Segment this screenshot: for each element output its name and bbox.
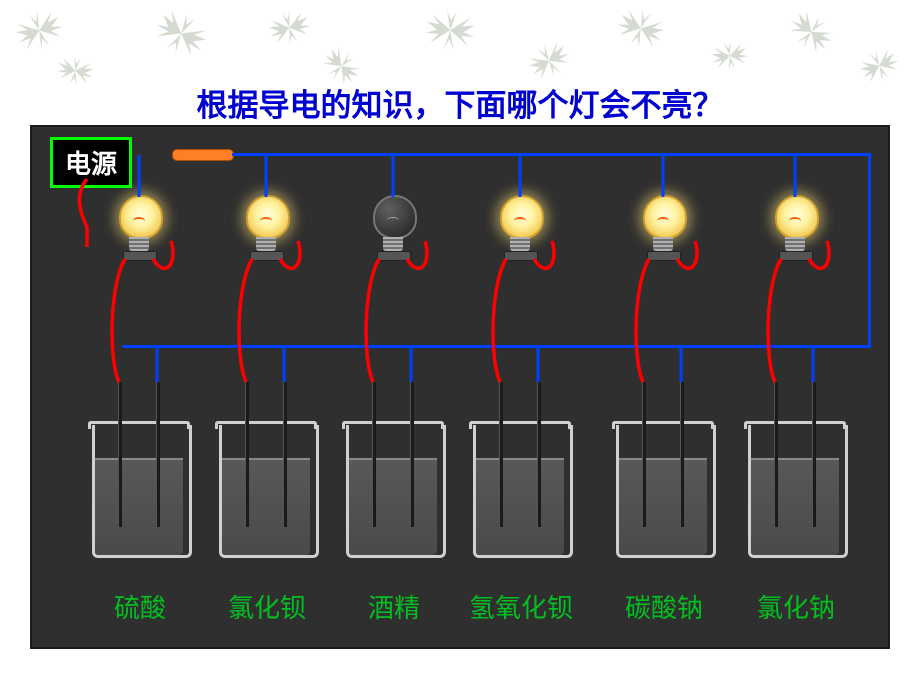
circuit-diagram: 电源 硫酸氯化钡酒精氢氧化钡碳酸钠氯化钠	[30, 125, 890, 649]
beaker	[744, 417, 846, 562]
leaf-icon	[6, 0, 74, 65]
leaf-icon	[140, 0, 219, 74]
electrode	[499, 382, 503, 527]
chemical-label: 硫酸	[80, 588, 200, 625]
leaf-icon	[706, 35, 754, 80]
electrode	[642, 382, 646, 527]
bulb-on-icon	[115, 195, 163, 270]
beaker	[612, 417, 714, 562]
bulb-on-icon	[496, 195, 544, 270]
chemical-label: 酒精	[334, 588, 454, 625]
leaf-icon	[775, 0, 844, 68]
electrode	[537, 382, 541, 527]
beaker	[215, 417, 317, 562]
electrode	[812, 382, 816, 527]
chemical-label: 氯化钡	[207, 588, 327, 625]
beaker	[342, 417, 444, 562]
question-text: 根据导电的知识，下面哪个灯会不亮？	[0, 80, 920, 125]
chemical-label: 碳酸钠	[604, 588, 724, 625]
electrode	[774, 382, 778, 527]
electrode	[118, 382, 122, 527]
bulb-on-icon	[242, 195, 290, 270]
beaker	[469, 417, 571, 562]
bulb-on-icon	[639, 195, 687, 270]
electrode	[283, 382, 287, 527]
wire-blue-top	[232, 153, 868, 156]
bulb-off-icon	[369, 195, 417, 270]
power-source-label: 电源	[50, 137, 132, 188]
beaker	[88, 417, 190, 562]
fuse-icon	[172, 149, 234, 161]
electrode	[410, 382, 414, 527]
electrode	[680, 382, 684, 527]
electrode	[156, 382, 160, 527]
chemical-label: 氢氧化钡	[461, 588, 581, 625]
leaf-icon	[261, 2, 319, 57]
wire-blue-right-drop	[868, 153, 871, 348]
wire-blue-return	[122, 345, 871, 348]
bulb-on-icon	[771, 195, 819, 270]
leaf-icon	[606, 0, 674, 63]
electrode	[372, 382, 376, 527]
chemical-label: 氯化钠	[736, 588, 856, 625]
leaf-icon	[419, 4, 480, 61]
electrode	[245, 382, 249, 527]
